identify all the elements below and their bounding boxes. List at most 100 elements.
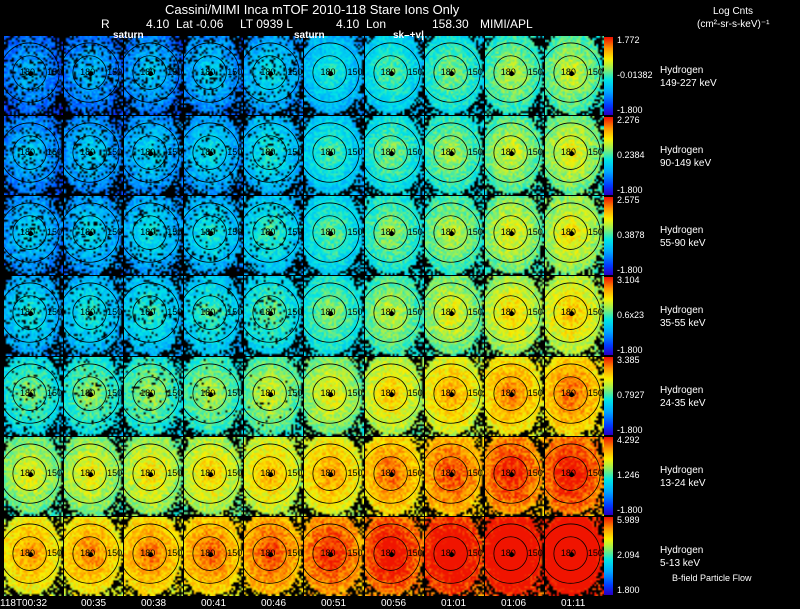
panel-rings: [4, 122, 60, 183]
panel-right-label: 150: [527, 147, 543, 158]
colorbar-4: [604, 357, 613, 435]
panel-center-label: 180: [20, 547, 36, 558]
panel-r4-c0: 180 150: [4, 356, 64, 436]
outer-ring: [484, 42, 541, 103]
inner-ring: [493, 135, 528, 170]
outer-ring: [64, 202, 120, 263]
outer-ring: [484, 122, 541, 183]
panel-right-label: 150: [527, 307, 543, 318]
panel-center-label: 180: [380, 227, 396, 238]
outer-ring: [244, 363, 300, 424]
inner-ring: [493, 536, 528, 571]
inner-ring: [12, 135, 47, 170]
inner-ring: [132, 456, 167, 491]
panel-rings: [184, 523, 240, 584]
panel-right-label: 150: [467, 67, 483, 77]
center-dot: [388, 551, 394, 557]
panel-rings: [4, 42, 60, 103]
outer-ring: [484, 282, 541, 344]
panel-r6-c9: 180 150: [544, 516, 604, 596]
center-dot: [148, 471, 154, 477]
center-dot: [508, 471, 514, 477]
panel-rings: [424, 523, 481, 584]
time-tick: 118T00:32: [0, 598, 48, 609]
panel-right-label: 150: [167, 147, 183, 158]
outer-ring: [364, 363, 421, 424]
panel-right-label: 150: [167, 67, 183, 77]
colorbar-min-label: -1.800: [617, 425, 643, 435]
panel-center-label: 180: [80, 67, 96, 77]
panel-right-label: 150: [587, 307, 603, 318]
inner-ring: [12, 295, 47, 331]
panel-center-label: 180: [80, 227, 96, 238]
time-tick: 00:35: [81, 598, 107, 609]
outer-ring: [544, 122, 601, 183]
center-dot: [508, 231, 514, 237]
panel-rings: [364, 282, 421, 344]
panel-rings: [364, 42, 421, 103]
colorbar-2: [604, 197, 613, 275]
center-dot: [448, 551, 454, 557]
center-dot: [328, 551, 334, 557]
panel-right-label: 150: [467, 307, 483, 318]
center-dot: [569, 151, 574, 157]
panel-rings: [124, 202, 180, 263]
panel-center-label: 180: [440, 147, 456, 158]
colorbar-0: [604, 37, 613, 115]
inner-ring: [192, 295, 228, 331]
center-dot: [448, 151, 454, 157]
center-dot: [28, 311, 34, 317]
outer-ring: [304, 443, 361, 504]
panel-rings: [304, 42, 361, 103]
panel-center-label: 180: [560, 227, 576, 238]
panel-right-label: 150: [527, 227, 543, 238]
panel-right-label: 150: [107, 307, 123, 318]
panel-rings: [244, 282, 300, 344]
outer-ring: [304, 122, 361, 183]
center-dot: [208, 551, 214, 557]
panel-center-label: 180: [500, 67, 516, 77]
inner-ring: [433, 456, 468, 491]
panel-right-label: 150: [47, 147, 63, 158]
panel-center-label: 180: [320, 547, 336, 558]
panel-center-label: 180: [320, 67, 336, 77]
panel-right-label: 150: [347, 307, 363, 318]
panel-r0-c6: 180 150: [364, 36, 424, 116]
center-dot: [88, 231, 94, 237]
center-dot: [328, 471, 334, 477]
lon-number: 158.30: [432, 17, 469, 31]
energy-range: 55-90 keV: [660, 238, 706, 249]
panel-right-label: 150: [287, 67, 303, 77]
outer-ring: [544, 523, 601, 584]
center-dot: [388, 231, 394, 237]
outer-ring: [184, 523, 240, 584]
panel-center-label: 180: [140, 467, 156, 478]
center-dot: [148, 311, 154, 317]
panel-rings: [124, 523, 180, 584]
outer-ring: [64, 523, 120, 584]
inner-ring: [553, 215, 588, 251]
outer-ring: [544, 363, 601, 424]
panel-r3-c9: 180 150: [544, 276, 604, 356]
center-dot: [88, 71, 94, 77]
colorbar-min-label: -1.800: [617, 185, 643, 195]
panel-center-label: 180: [380, 467, 396, 478]
panel-r0-c3: 180 150: [184, 36, 244, 116]
panel-rings: [484, 202, 541, 263]
inner-ring: [553, 456, 588, 491]
inner-ring: [433, 135, 468, 170]
inner-ring: [373, 295, 408, 331]
outer-ring: [244, 202, 300, 263]
panel-center-label: 180: [20, 387, 36, 398]
inner-ring: [192, 55, 228, 90]
panel-right-label: 150: [467, 147, 483, 158]
panel-center-label: 180: [440, 467, 456, 478]
outer-ring: [184, 42, 240, 103]
species-name: Hydrogen: [660, 385, 704, 396]
r-label: R: [101, 17, 110, 31]
center-dot: [388, 311, 394, 317]
panel-center-label: 180: [500, 387, 516, 398]
colorbar-min-label: -1.800: [617, 345, 643, 355]
panel-right-label: 150: [407, 467, 423, 478]
outer-ring: [484, 202, 541, 263]
